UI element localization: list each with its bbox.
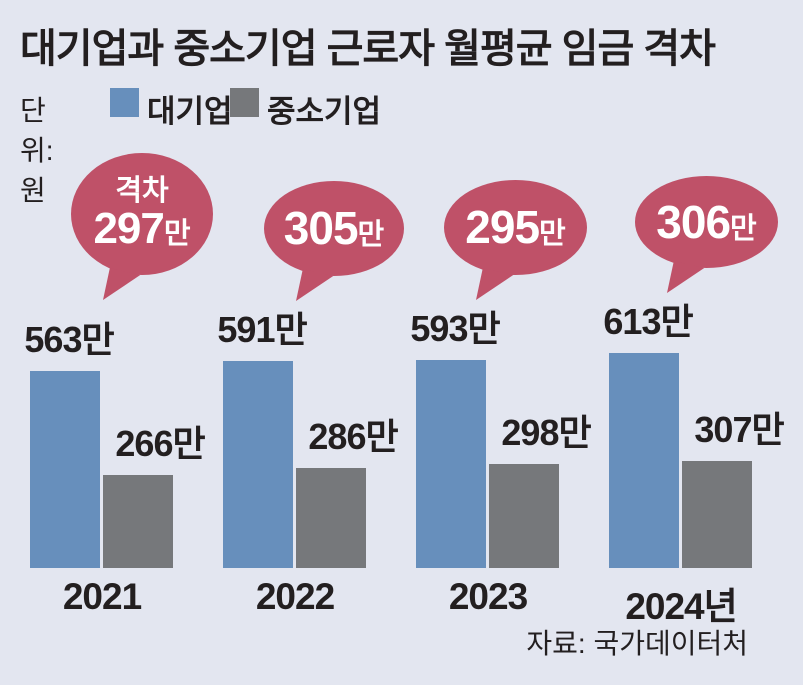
value-label-large-company: 591만: [217, 309, 307, 350]
bar-large-company: [609, 353, 679, 568]
bar-large-company: [30, 371, 100, 568]
value-label-sme: 286만: [308, 416, 398, 457]
bar-sme: [682, 461, 752, 568]
value-label-sme: 307만: [694, 409, 784, 450]
gap-value: 297만: [93, 204, 191, 254]
gap-value: 295만: [465, 201, 566, 254]
unit-label: 단위: 원: [20, 95, 54, 206]
year-label: 2023: [448, 576, 528, 617]
legend-swatch-sme: [230, 88, 259, 117]
legend-label-sme: 중소기업: [267, 94, 382, 129]
year-label: 2024년: [625, 586, 737, 627]
legend-label-large-company: 대기업: [147, 94, 233, 129]
value-label-sme: 298만: [501, 412, 591, 453]
value-label-sme: 266만: [115, 423, 205, 464]
value-label-large-company: 593만: [410, 308, 500, 349]
gap-value: 305만: [283, 202, 385, 255]
year-label: 2022: [255, 576, 335, 617]
value-label-large-company: 613만: [603, 301, 693, 342]
gap-bubble-2023: 295만: [444, 180, 587, 300]
bar-sme: [103, 475, 173, 568]
year-label: 2021: [62, 576, 142, 617]
gap-prefix-label: 격차: [115, 174, 169, 207]
bar-large-company: [416, 360, 486, 568]
legend-swatch-large-company: [110, 88, 139, 117]
source-label: 자료: 국가데이터처: [526, 628, 748, 659]
bar-large-company: [223, 361, 293, 568]
bar-sme: [489, 464, 559, 568]
value-label-large-company: 563만: [24, 319, 114, 360]
gap-value: 306만: [656, 195, 757, 248]
page-title: 대기업과 중소기업 근로자 월평균 임금 격차: [20, 27, 716, 71]
bar-sme: [296, 468, 366, 568]
